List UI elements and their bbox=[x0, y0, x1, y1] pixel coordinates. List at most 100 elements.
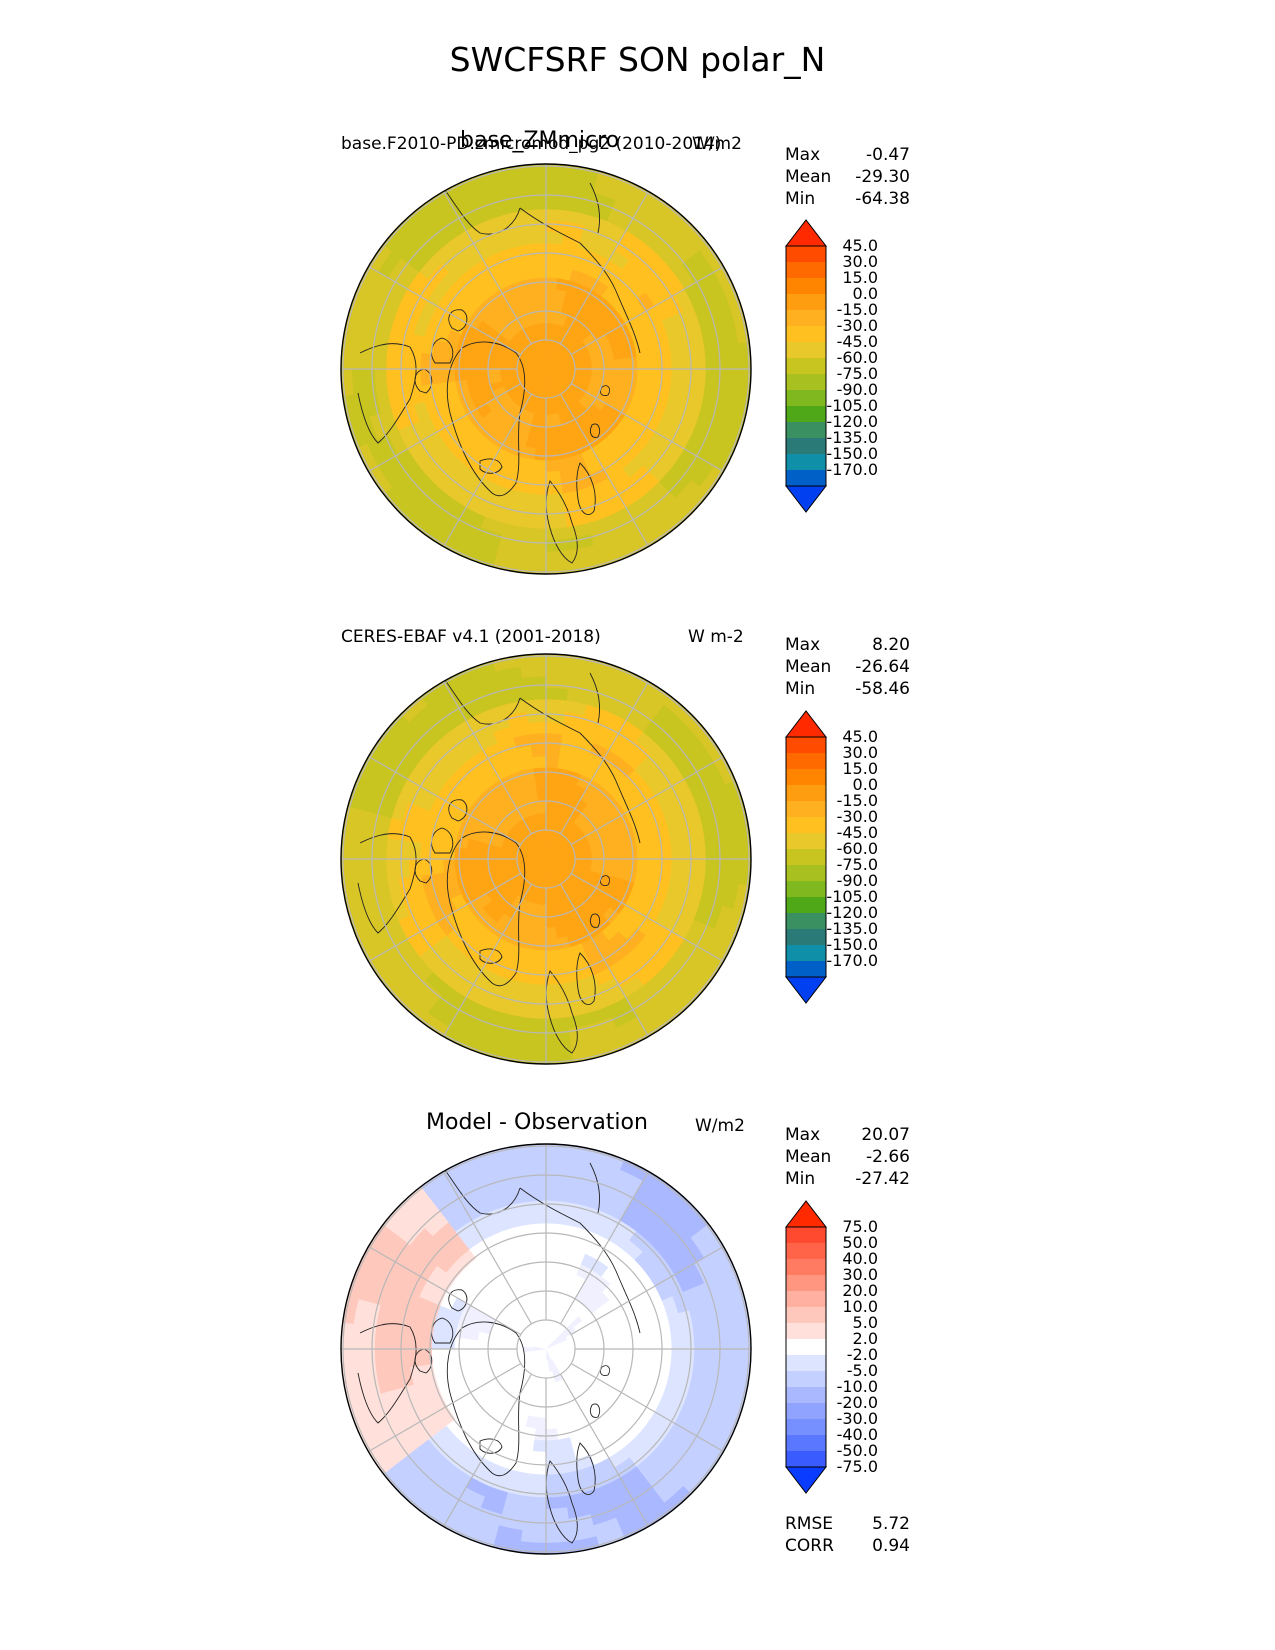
field-cell bbox=[647, 1333, 661, 1350]
panel3-mean-value: -2.66 bbox=[866, 1147, 910, 1167]
field-cell bbox=[520, 1529, 547, 1543]
panel1-stats: Max -0.47 Mean -29.30 Min -64.38 bbox=[785, 144, 910, 210]
coastline bbox=[448, 799, 468, 822]
colorbar-tick-label: -75.0 bbox=[836, 855, 878, 874]
field-cell bbox=[545, 254, 562, 268]
field-cell bbox=[545, 367, 558, 370]
field-cell bbox=[538, 801, 547, 815]
colorbar-segment bbox=[786, 358, 826, 375]
field-cell bbox=[454, 858, 468, 872]
field-cell bbox=[352, 833, 366, 860]
field-cell bbox=[374, 1326, 389, 1350]
field-cell bbox=[545, 1246, 560, 1260]
field-cell bbox=[374, 858, 389, 882]
field-cell bbox=[613, 848, 627, 860]
field-cell bbox=[530, 1450, 547, 1464]
colorbar-segment bbox=[786, 422, 826, 439]
field-cell bbox=[374, 368, 389, 392]
field-cell bbox=[681, 349, 695, 370]
map-field bbox=[341, 164, 751, 574]
colorbar-extend-bottom bbox=[784, 1466, 828, 1494]
colorbar-tick-label: -2.0 bbox=[846, 1345, 878, 1364]
colorbar-segment bbox=[786, 438, 826, 455]
field-cell bbox=[535, 436, 547, 450]
meridian-gridline bbox=[570, 872, 724, 963]
field-cell bbox=[692, 837, 706, 860]
field-cell bbox=[431, 368, 445, 385]
field-cell bbox=[590, 851, 604, 860]
coastline bbox=[519, 1187, 641, 1334]
panel1-title-center: base_ZMmicro bbox=[460, 128, 620, 153]
field-cell bbox=[465, 848, 479, 860]
field-cell bbox=[526, 1484, 547, 1498]
field-cell bbox=[545, 526, 569, 541]
colorbar-tick-label: -45.0 bbox=[836, 332, 878, 351]
field-cell bbox=[692, 368, 706, 391]
coastline bbox=[439, 1162, 521, 1215]
field-cell bbox=[397, 1348, 411, 1369]
colorbar-extend-top bbox=[784, 219, 828, 247]
colorbar-tick-label: -30.0 bbox=[836, 1409, 878, 1428]
field-cell bbox=[545, 1166, 571, 1180]
colorbar-segment bbox=[786, 246, 826, 263]
field-cell bbox=[545, 1472, 565, 1486]
panel3-max-label: Max bbox=[785, 1125, 821, 1145]
field-cell bbox=[545, 209, 568, 223]
field-cell bbox=[545, 767, 559, 781]
meridian-gridline bbox=[368, 755, 522, 846]
colorbar-tick-label: -40.0 bbox=[836, 1425, 878, 1444]
map-field bbox=[341, 1144, 751, 1554]
figure-title: SWCFSRF SON polar_N bbox=[449, 40, 826, 79]
field-cell bbox=[681, 1348, 695, 1369]
field-cell bbox=[545, 1177, 569, 1192]
panel1-min-label: Min bbox=[785, 189, 816, 209]
field-cell bbox=[363, 1348, 377, 1374]
field-cell bbox=[624, 858, 638, 872]
colorbar-tick-label: 30.0 bbox=[842, 743, 878, 762]
field-cell bbox=[538, 311, 547, 325]
field-cell bbox=[454, 1336, 468, 1350]
meridian-gridline bbox=[442, 883, 533, 1037]
colorbar-segment bbox=[786, 342, 826, 359]
colorbar-tick-label: 45.0 bbox=[842, 236, 878, 255]
panel2-max-value: 8.20 bbox=[872, 635, 910, 655]
coastline bbox=[589, 1403, 601, 1418]
field-cell bbox=[703, 836, 718, 860]
colorbar-segment bbox=[786, 1371, 826, 1388]
field-cell bbox=[726, 858, 740, 885]
panel1-title-left: base.F2010-PD.zmicromod_pg2 (2010-2014) bbox=[341, 134, 722, 154]
field-cell bbox=[527, 232, 547, 246]
colorbar-segment bbox=[786, 1339, 826, 1356]
field-cell bbox=[624, 356, 638, 370]
colorbar-segment bbox=[786, 390, 826, 407]
colorbar-segment bbox=[786, 1419, 826, 1436]
colorbar-segment bbox=[786, 785, 826, 802]
coastline bbox=[448, 1289, 468, 1312]
rmse-label: RMSE bbox=[785, 1514, 834, 1534]
meridian-gridline bbox=[559, 883, 650, 1037]
field-cell bbox=[647, 843, 661, 860]
meridian-gridline bbox=[368, 382, 522, 473]
field-cell bbox=[545, 778, 557, 792]
panel3-metrics: RMSE 5.72 CORR 0.94 bbox=[785, 1513, 910, 1557]
panel2-mean-label: Mean bbox=[785, 657, 832, 677]
field-cell bbox=[613, 358, 627, 370]
field-cell bbox=[374, 836, 389, 860]
field-cell bbox=[647, 353, 661, 370]
field-cell bbox=[527, 1212, 547, 1226]
field-cell bbox=[397, 839, 411, 860]
field-cell bbox=[545, 413, 554, 427]
panel1-max-label: Max bbox=[785, 145, 821, 165]
field-cell bbox=[545, 1189, 568, 1203]
field-cell bbox=[545, 937, 559, 951]
panel3-title-center: Model - Observation bbox=[426, 1110, 648, 1135]
field-cell bbox=[545, 492, 565, 506]
colorbar-tick-label: 10.0 bbox=[842, 1297, 878, 1316]
field-cell bbox=[545, 1416, 557, 1430]
field-cell bbox=[703, 1348, 718, 1372]
field-cell bbox=[635, 858, 649, 873]
colorbar-tick-label: 2.0 bbox=[852, 1329, 878, 1348]
colorbar-tick-label: -5.0 bbox=[846, 1361, 878, 1380]
colorbar-tick-label: 0.0 bbox=[852, 775, 878, 794]
panel2-min-label: Min bbox=[785, 679, 816, 699]
